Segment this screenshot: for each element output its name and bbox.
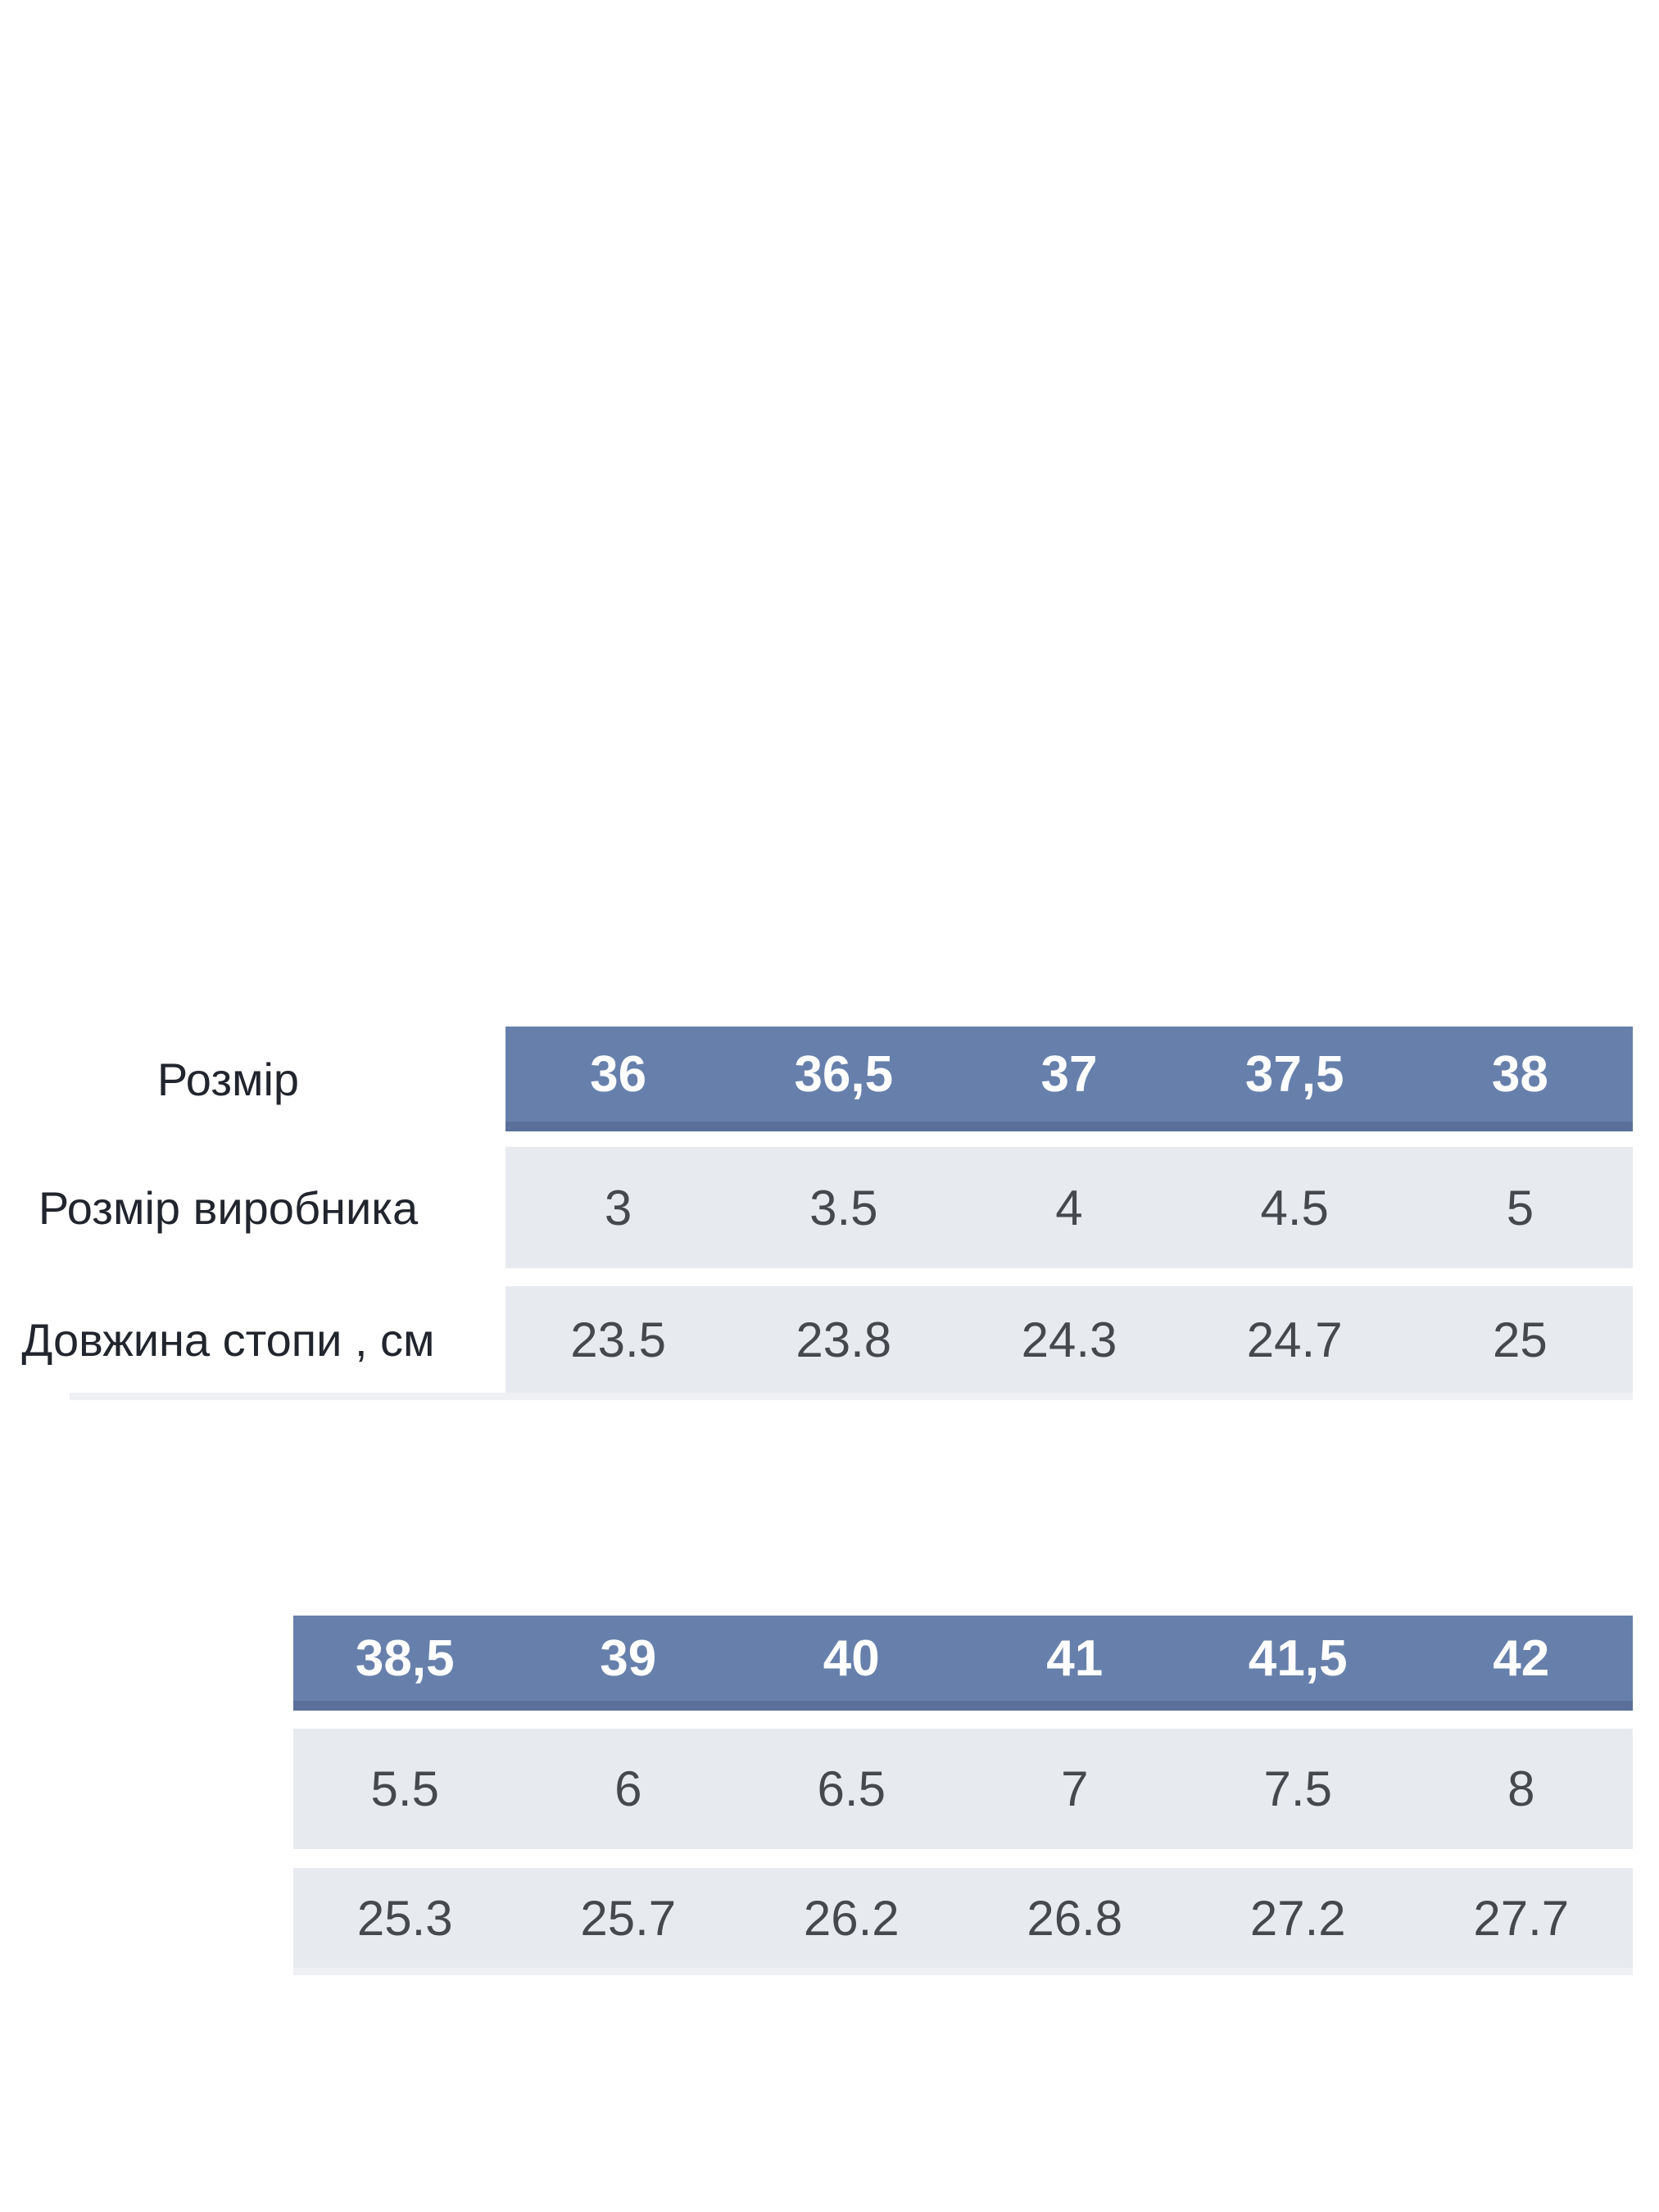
divider-rule xyxy=(293,1968,1633,1975)
table1-foot-length-band: 23.5 23.8 24.3 24.7 25 xyxy=(505,1286,1633,1393)
row-label-size: Розмір xyxy=(156,1053,300,1105)
foot-length-cell: 24.7 xyxy=(1246,1312,1343,1367)
size-header-cell: 37 xyxy=(1040,1045,1098,1103)
size-table-36-38: Розмір 36 36,5 37 37,5 38 Розмір виробника 3… xyxy=(0,1027,1633,1400)
size-header-cell: 39 xyxy=(600,1630,657,1687)
foot-length-cell: 23.5 xyxy=(570,1312,666,1367)
manufacturer-size-cell: 7 xyxy=(1061,1761,1089,1816)
size-header-cell: 41 xyxy=(1046,1630,1104,1687)
manufacturer-size-cell: 5.5 xyxy=(370,1761,439,1816)
table2-header-row: 38,5 39 40 41 41,5 42 xyxy=(293,1616,1633,1711)
table2-foot-length-row: 25.3 25.7 26.2 26.8 27.2 27.7 xyxy=(293,1868,1633,1968)
manufacturer-size-cell: 4.5 xyxy=(1260,1180,1329,1235)
foot-length-cell: 25 xyxy=(1493,1312,1548,1367)
foot-length-cell: 25.3 xyxy=(356,1890,453,1946)
size-header-cell: 40 xyxy=(823,1630,880,1687)
size-header-cell: 37,5 xyxy=(1244,1045,1344,1103)
foot-length-cell: 23.8 xyxy=(796,1312,892,1367)
table2-size-header-band: 38,5 39 40 41 41,5 42 xyxy=(293,1616,1633,1711)
manufacturer-size-cell: 6.5 xyxy=(817,1761,886,1816)
table1-foot-length-row: Довжина стопи , см 23.5 23.8 24.3 24.7 25 xyxy=(0,1286,1633,1393)
foot-length-cell: 27.7 xyxy=(1473,1890,1570,1946)
size-table-38half-42: 38,5 39 40 41 41,5 42 5.5 6 6.5 7 7.5 8 25.3 25.7 26… xyxy=(293,1616,1633,1975)
foot-length-cell: 26.2 xyxy=(803,1890,900,1946)
foot-length-cell: 26.8 xyxy=(1027,1890,1123,1946)
table2-foot-length-band: 25.3 25.7 26.2 26.8 27.2 27.7 xyxy=(293,1868,1633,1968)
table1-size-header-band: 36 36,5 37 37,5 38 xyxy=(505,1027,1633,1131)
table2-manufacturer-band: 5.5 6 6.5 7 7.5 8 xyxy=(293,1729,1633,1849)
manufacturer-size-cell: 4 xyxy=(1055,1180,1083,1235)
size-header-cell: 36,5 xyxy=(794,1045,894,1103)
table1-manufacturer-band: 3 3.5 4 4.5 5 xyxy=(505,1147,1633,1268)
divider-rule xyxy=(70,1393,1633,1400)
size-header-cell: 41,5 xyxy=(1248,1630,1348,1687)
size-header-cell: 36 xyxy=(590,1045,647,1103)
row-label-manufacturer-size: Розмір виробника xyxy=(38,1181,419,1234)
table1-header-row: Розмір 36 36,5 37 37,5 38 xyxy=(0,1027,1633,1131)
foot-length-cell: 25.7 xyxy=(580,1890,677,1946)
manufacturer-size-cell: 7.5 xyxy=(1263,1761,1332,1816)
manufacturer-size-cell: 8 xyxy=(1507,1761,1535,1816)
manufacturer-size-cell: 6 xyxy=(614,1761,642,1816)
manufacturer-size-cell: 5 xyxy=(1506,1180,1534,1235)
size-header-cell: 38 xyxy=(1491,1045,1548,1103)
size-header-cell: 42 xyxy=(1493,1630,1550,1687)
manufacturer-size-cell: 3 xyxy=(604,1180,632,1235)
table2-manufacturer-row: 5.5 6 6.5 7 7.5 8 xyxy=(293,1729,1633,1849)
row-label-foot-length: Довжина стопи , см xyxy=(21,1313,435,1366)
foot-length-cell: 24.3 xyxy=(1021,1312,1117,1367)
foot-length-cell: 27.2 xyxy=(1249,1890,1346,1946)
manufacturer-size-cell: 3.5 xyxy=(809,1180,878,1235)
size-header-cell: 38,5 xyxy=(355,1630,455,1687)
table1-manufacturer-row: Розмір виробника 3 3.5 4 4.5 5 xyxy=(0,1147,1633,1268)
